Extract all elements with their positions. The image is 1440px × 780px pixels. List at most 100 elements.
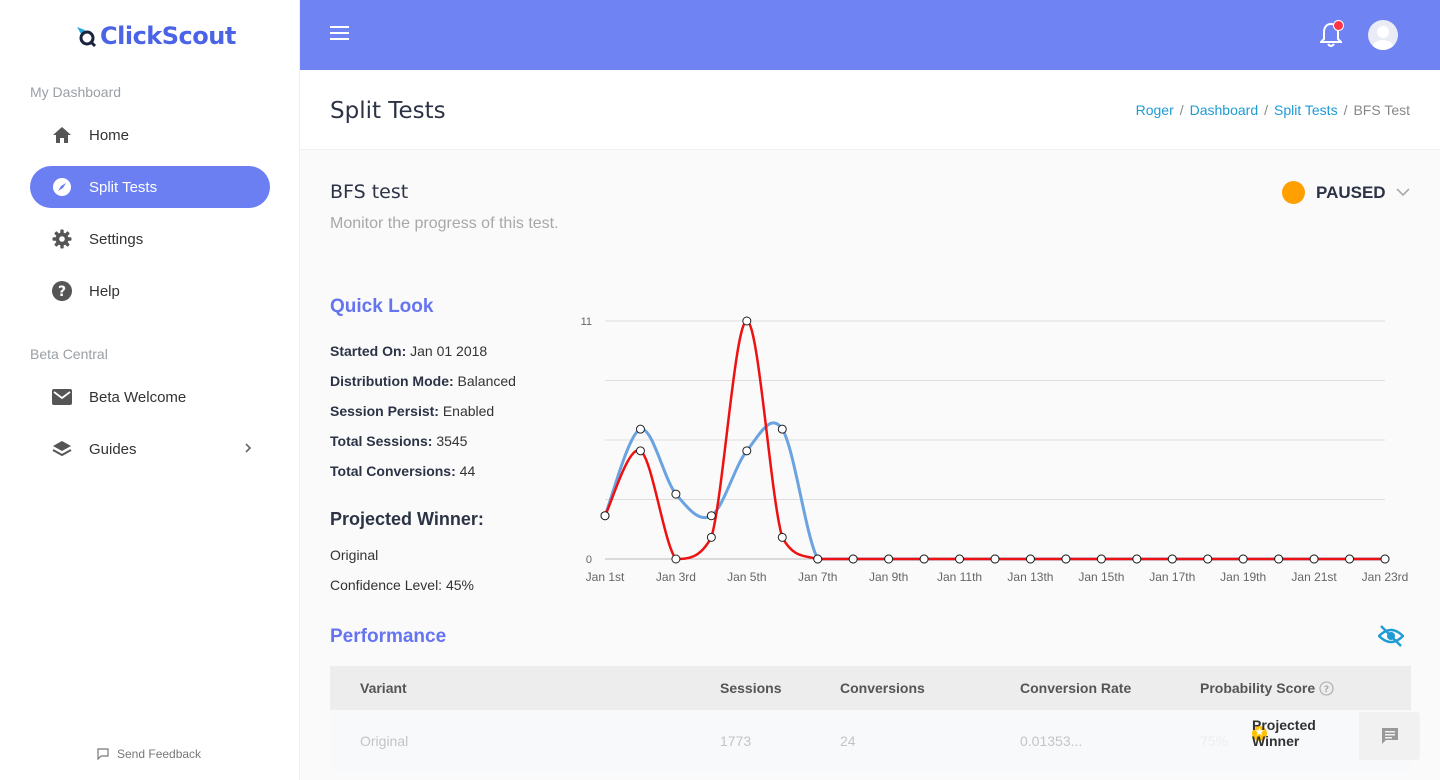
info-total-sessions: Total Sessions: 3545 <box>330 433 468 449</box>
x-tick-label: Jan 3rd <box>656 570 696 584</box>
breadcrumb-link-split-tests[interactable]: Split Tests <box>1274 102 1338 118</box>
x-tick-label: Jan 5th <box>727 570 766 584</box>
breadcrumb-current: BFS Test <box>1353 102 1410 118</box>
status-indicator <box>1282 181 1305 204</box>
data-point <box>1274 554 1284 564</box>
col-header-sessions[interactable]: Sessions <box>720 680 782 696</box>
x-tick-label: Jan 19th <box>1220 570 1266 584</box>
info-session-persist: Session Persist: Enabled <box>330 403 495 419</box>
col-header-conversion-rate[interactable]: Conversion Rate <box>1020 680 1132 696</box>
help-icon: ? <box>52 281 72 301</box>
data-point <box>742 316 752 326</box>
table-row[interactable]: Original 1773 24 0.01353... 75% ★ Projec… <box>330 710 1411 772</box>
info-icon[interactable]: ? <box>1319 680 1334 696</box>
send-feedback-label: Send Feedback <box>117 747 202 761</box>
page-header: Split Tests Roger / Dashboard / Split Test… <box>300 70 1440 150</box>
section-title-beta-central: Beta Central <box>30 346 108 362</box>
sidebar-item-beta-welcome[interactable]: Beta Welcome <box>30 376 270 418</box>
sidebar-item-label: Settings <box>89 230 144 248</box>
sidebar-item-home[interactable]: Home <box>30 114 270 156</box>
chevron-down-icon <box>1396 188 1410 197</box>
x-tick-label: Jan 1st <box>586 570 625 584</box>
data-point <box>742 446 752 456</box>
notification-badge <box>1333 20 1344 31</box>
data-point <box>919 554 929 564</box>
sidebar-item-settings[interactable]: Settings <box>30 218 270 260</box>
sidebar: ClickScout My Dashboard Home Split Tests… <box>0 0 300 780</box>
breadcrumb-link-dashboard[interactable]: Dashboard <box>1189 102 1259 118</box>
logo-icon <box>77 27 96 47</box>
x-tick-label: Jan 15th <box>1078 570 1124 584</box>
data-point <box>1132 554 1142 564</box>
eye-off-icon[interactable] <box>1377 625 1405 652</box>
projected-winner-heading: Projected Winner: <box>330 509 484 529</box>
sidebar-item-label: Help <box>89 282 120 300</box>
cell-conversions: 24 <box>840 733 856 749</box>
user-avatar[interactable] <box>1368 20 1398 50</box>
x-tick-label: Jan 23rd <box>1362 570 1409 584</box>
sidebar-item-label: Beta Welcome <box>89 388 187 406</box>
sidebar-item-label: Home <box>89 126 130 144</box>
y-tick-label: 11 <box>581 316 592 328</box>
col-header-variant[interactable]: Variant <box>360 680 407 696</box>
data-point <box>1345 554 1355 564</box>
breadcrumb-separator: / <box>1179 102 1184 118</box>
cell-variant: Original <box>360 733 409 749</box>
home-icon <box>52 125 72 145</box>
x-tick-label: Jan 11th <box>937 570 982 584</box>
chat-button[interactable] <box>1359 712 1420 760</box>
app-logo[interactable]: ClickScout <box>76 22 236 50</box>
data-point <box>1025 554 1035 564</box>
sidebar-item-split-tests[interactable]: Split Tests <box>30 166 270 208</box>
gear-icon <box>52 229 72 249</box>
data-point <box>1380 554 1390 564</box>
cell-sessions: 1773 <box>720 733 752 749</box>
test-subtitle: Monitor the progress of this test. <box>330 215 559 232</box>
breadcrumb-separator: / <box>1343 102 1348 118</box>
info-distribution-mode: Distribution Mode: Balanced <box>330 373 516 389</box>
data-point <box>813 554 823 564</box>
top-bar <box>300 0 1440 70</box>
col-header-label: Probability Score <box>1200 680 1316 696</box>
data-point <box>635 446 645 456</box>
svg-text:?: ? <box>1324 685 1329 695</box>
sidebar-item-help[interactable]: ? Help <box>30 270 270 312</box>
performance-heading: Performance <box>330 626 447 647</box>
section-title-my-dashboard: My Dashboard <box>30 84 122 100</box>
x-tick-label: Jan 21st <box>1291 570 1337 584</box>
data-point <box>635 424 645 434</box>
info-started-on: Started On: Jan 01 2018 <box>330 343 488 359</box>
data-point <box>1309 554 1319 564</box>
compass-icon <box>52 177 72 197</box>
breadcrumb-separator: / <box>1264 102 1269 118</box>
data-point <box>848 554 858 564</box>
performance-table: Variant Sessions Conversions Conversion … <box>330 666 1411 772</box>
data-point <box>1238 554 1248 564</box>
star-icon: ★ <box>1252 725 1267 741</box>
data-point <box>706 511 716 521</box>
breadcrumb: Roger / Dashboard / Split Tests / BFS Test <box>1136 102 1410 118</box>
x-tick-label: Jan 17th <box>1149 570 1195 584</box>
info-total-conversions: Total Conversions: 44 <box>330 463 476 479</box>
x-tick-label: Jan 7th <box>798 570 837 584</box>
cell-conversion-rate: 0.01353... <box>1020 733 1083 749</box>
col-header-probability-score[interactable]: Probability Score ? <box>1200 680 1334 696</box>
test-title: BFS test <box>330 181 409 203</box>
send-feedback-link[interactable]: Send Feedback <box>97 747 201 761</box>
data-point <box>777 532 787 542</box>
status-dropdown[interactable]: PAUSED <box>1282 181 1410 204</box>
x-tick-label: Jan 9th <box>869 570 908 584</box>
sidebar-item-label: Guides <box>89 440 137 458</box>
hamburger-menu-icon[interactable] <box>330 26 349 46</box>
y-tick-label: 0 <box>586 554 592 566</box>
data-point <box>706 532 716 542</box>
data-point <box>1061 554 1071 564</box>
mail-icon <box>52 387 72 407</box>
breadcrumb-link-roger[interactable]: Roger <box>1135 102 1174 118</box>
x-tick-label: Jan 13th <box>1007 570 1053 584</box>
sidebar-item-guides[interactable]: Guides <box>30 428 270 470</box>
confidence-level: Confidence Level: 45% <box>330 577 474 593</box>
data-point <box>671 489 681 499</box>
col-header-conversions[interactable]: Conversions <box>840 680 925 696</box>
data-point <box>671 554 681 564</box>
